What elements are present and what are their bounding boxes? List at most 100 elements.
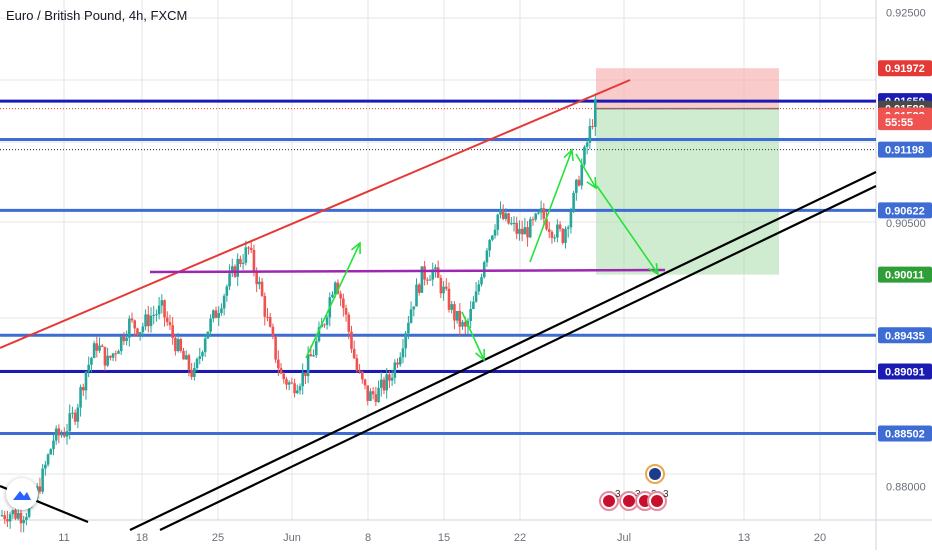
candle-body (206, 331, 210, 339)
price-label-text: 0.88502 (885, 428, 925, 440)
support-trendline-upper[interactable] (129, 171, 877, 531)
uk-flag-icon (651, 495, 663, 507)
candle-body (76, 407, 80, 422)
candle-body (122, 336, 126, 342)
candle-body (577, 179, 581, 186)
candle-body (279, 368, 283, 374)
candle-body (534, 213, 537, 220)
candle-body (564, 228, 567, 243)
time-tick-label: 11 (58, 532, 69, 544)
projection-arrows[interactable] (305, 148, 660, 362)
price-label-text: 0.89435 (885, 330, 925, 342)
candle-body (363, 379, 367, 386)
time-tick-label: Jul (617, 532, 631, 544)
candle-body (263, 296, 267, 317)
candle-body (247, 247, 250, 249)
candles (0, 93, 597, 533)
support-trendline-lower[interactable] (159, 185, 877, 531)
candle-body (98, 345, 101, 351)
candle-body (339, 293, 342, 299)
candle-body (504, 213, 508, 219)
candle-body (171, 325, 174, 338)
horizontal-levels[interactable] (0, 99, 876, 435)
candle-body (260, 281, 264, 297)
projection-arrow-2[interactable] (461, 311, 485, 361)
projection-arrow-3[interactable] (529, 149, 573, 263)
tradingview-logo-icon[interactable] (6, 478, 38, 510)
price-label-bg[interactable] (878, 202, 932, 219)
candle-body (417, 284, 421, 293)
candle-body (591, 126, 594, 128)
projection-arrow-2-head[interactable] (475, 348, 486, 362)
time-tick-label: 15 (438, 532, 450, 544)
candle-body (106, 355, 109, 366)
price-label-bg[interactable] (878, 114, 932, 131)
projection-arrow-5[interactable] (596, 185, 659, 275)
price-label-bg[interactable] (878, 141, 932, 158)
time-axis[interactable]: 11 18 25 Jun 8 15 22 Jul 13 20 (58, 532, 826, 544)
candle-body (401, 348, 405, 358)
candle-body (593, 99, 597, 127)
price-label-bg[interactable] (878, 60, 932, 77)
time-tick-label: 18 (136, 532, 148, 544)
projection-arrow-5-head[interactable] (648, 263, 660, 276)
candle-body (46, 454, 50, 465)
candle-body (163, 300, 166, 318)
price-label-bg[interactable] (878, 363, 932, 380)
price-label-text: 55:55 (885, 117, 913, 129)
candle-body (558, 224, 562, 229)
candle-body (6, 519, 9, 522)
candle-body (314, 341, 318, 356)
candle-body (323, 324, 326, 326)
candle-body (407, 322, 410, 334)
projection-arrow-4-head[interactable] (586, 176, 597, 190)
candle-body (155, 314, 158, 316)
candle-body (531, 219, 535, 221)
candle-body (501, 210, 505, 219)
price-label-text: 0.91972 (885, 63, 925, 75)
price-label-bg[interactable] (878, 327, 932, 344)
candle-body (249, 247, 253, 250)
candle-body (100, 345, 104, 347)
candle-body (556, 224, 559, 238)
projection-arrow-3-head[interactable] (563, 148, 574, 162)
price-label-bg[interactable] (878, 266, 932, 283)
price-axis[interactable]: 0.925000.905000.885000.880000.919720.916… (878, 8, 932, 494)
projection-arrow-1-head[interactable] (350, 241, 361, 255)
candle-body (125, 337, 128, 342)
candle-body (187, 355, 191, 370)
time-tick-label: 22 (514, 532, 526, 544)
candle-body (409, 309, 413, 323)
price-tick-label: 0.92500 (886, 8, 926, 20)
candle-body (168, 322, 172, 326)
candle-body (474, 291, 478, 302)
candle-body (553, 237, 556, 239)
candle-body (472, 301, 475, 309)
price-label-bg[interactable] (878, 425, 932, 442)
candle-body (393, 362, 397, 378)
candle-body (488, 239, 491, 251)
economic-events[interactable]: 3333 (599, 464, 669, 511)
candle-body (182, 350, 185, 360)
projection-arrow-1[interactable] (305, 242, 361, 359)
trendlines[interactable] (0, 79, 877, 531)
resistance-trendline[interactable] (0, 79, 631, 349)
candle-body (366, 385, 370, 401)
candle-body (561, 228, 565, 243)
price-label-text: 0.91198 (885, 145, 924, 157)
candle-body (271, 326, 275, 337)
candle-body (230, 266, 234, 274)
projection-arrow-4[interactable] (575, 153, 597, 189)
neckline-support[interactable] (149, 268, 666, 274)
candle-body (539, 208, 543, 213)
candle-body (398, 357, 402, 365)
candle-body (447, 288, 451, 310)
candle-body (588, 126, 592, 143)
time-tick-label: 25 (212, 532, 224, 544)
candle-body (542, 208, 546, 219)
candle-body (282, 373, 286, 380)
candle-body (11, 510, 15, 515)
